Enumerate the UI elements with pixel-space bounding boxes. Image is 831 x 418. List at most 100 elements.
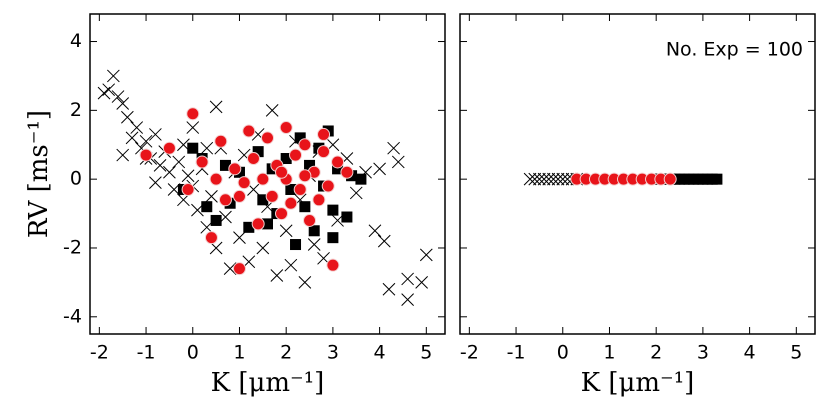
cross-marker	[298, 276, 312, 289]
cross-marker	[284, 258, 298, 272]
cross-marker	[377, 234, 391, 248]
x-tick-label: 0	[187, 342, 199, 364]
square-marker	[201, 201, 213, 213]
circle-marker	[303, 213, 317, 227]
circle-marker	[232, 189, 246, 203]
square-marker	[299, 201, 311, 213]
cross-marker	[307, 238, 321, 251]
cross-marker	[111, 90, 125, 103]
cross-marker	[125, 131, 139, 145]
circle-marker	[195, 155, 209, 169]
cross-marker	[209, 100, 223, 114]
cross-marker	[523, 172, 537, 186]
cross-marker	[542, 172, 556, 186]
square-marker	[290, 239, 302, 251]
cross-marker	[256, 241, 270, 255]
square-marker	[332, 163, 344, 175]
cross-marker	[130, 121, 144, 134]
y-tick-label: 0	[70, 168, 82, 190]
square-marker	[308, 225, 320, 237]
x-tick-label: 0	[557, 342, 569, 364]
x-tick-label: 3	[327, 342, 339, 364]
x-tick-label: 1	[233, 342, 245, 364]
x-tick-label: 5	[790, 342, 802, 364]
square-marker	[327, 232, 339, 244]
circle-marker	[275, 165, 289, 179]
circle-marker	[246, 152, 260, 166]
x-tick-label: -1	[507, 342, 526, 364]
x-tick-label: -1	[137, 342, 156, 364]
cross-marker	[139, 134, 153, 148]
cross-marker	[223, 262, 237, 275]
circle-marker	[326, 258, 340, 272]
x-tick-label: 2	[650, 342, 662, 364]
y-axis-label: RV [ms⁻¹]	[24, 110, 54, 238]
circle-marker	[293, 182, 307, 196]
circle-marker	[237, 176, 251, 190]
x-tick-label: -2	[90, 342, 109, 364]
circle-marker	[284, 196, 298, 210]
square-marker	[327, 204, 339, 216]
axes-frame	[89, 13, 446, 335]
circle-marker	[317, 145, 331, 159]
cross-marker	[561, 172, 574, 186]
square-marker	[262, 218, 273, 230]
circle-marker	[209, 172, 223, 186]
circle-marker	[228, 162, 242, 176]
x-tick-label: -2	[460, 342, 479, 364]
square-marker	[257, 194, 269, 206]
y-tick-label: -2	[63, 236, 82, 258]
y-tick-label: -4	[63, 305, 82, 327]
cross-marker	[181, 169, 195, 183]
axes-frame	[459, 13, 816, 335]
cross-marker	[401, 293, 414, 306]
cross-marker	[265, 103, 279, 117]
circle-marker	[251, 217, 265, 231]
cross-marker	[547, 172, 560, 186]
circle-marker	[331, 155, 345, 169]
cross-marker	[116, 97, 130, 110]
cross-marker	[387, 141, 400, 155]
circle-marker	[321, 179, 335, 193]
circle-marker	[139, 148, 153, 162]
cross-marker	[368, 224, 382, 238]
circle-marker	[312, 193, 326, 207]
cross-marker	[391, 155, 405, 169]
circle-marker	[214, 134, 228, 148]
cross-marker	[200, 141, 214, 155]
cross-marker	[415, 276, 428, 289]
cross-marker	[537, 172, 551, 186]
square-marker	[355, 173, 367, 185]
square-marker	[294, 132, 306, 144]
y-tick-label: 4	[70, 30, 82, 52]
circle-marker	[279, 121, 293, 135]
cross-marker	[270, 269, 284, 282]
cross-marker	[205, 190, 218, 203]
y-tick-label: 2	[70, 99, 82, 121]
x-tick-label: 3	[697, 342, 709, 364]
plot-area: -2 -1 0 1 2 3 4 5 -4 -2 0 2 4 K [μm⁻¹] RV [ms⁻¹]	[24, 13, 446, 398]
circle-marker	[663, 172, 677, 186]
square-marker	[280, 153, 292, 165]
circle-marker	[275, 207, 289, 221]
cross-marker	[149, 128, 162, 141]
square-marker	[210, 214, 222, 226]
square-marker	[304, 159, 316, 171]
cross-marker	[401, 272, 414, 286]
cross-marker	[349, 186, 363, 200]
cross-marker	[186, 121, 200, 134]
circle-marker	[289, 148, 303, 162]
cross-marker	[163, 165, 176, 179]
circle-marker	[218, 193, 232, 207]
cross-marker	[382, 282, 396, 296]
cross-marker	[551, 172, 565, 186]
points	[97, 69, 433, 306]
circle-marker	[317, 127, 331, 141]
circle-marker	[340, 165, 354, 179]
annotation: No. Exp = 100	[666, 39, 803, 61]
circle-marker	[162, 141, 176, 155]
cross-marker	[121, 110, 134, 124]
cross-marker	[233, 231, 246, 245]
circle-marker	[298, 138, 312, 152]
